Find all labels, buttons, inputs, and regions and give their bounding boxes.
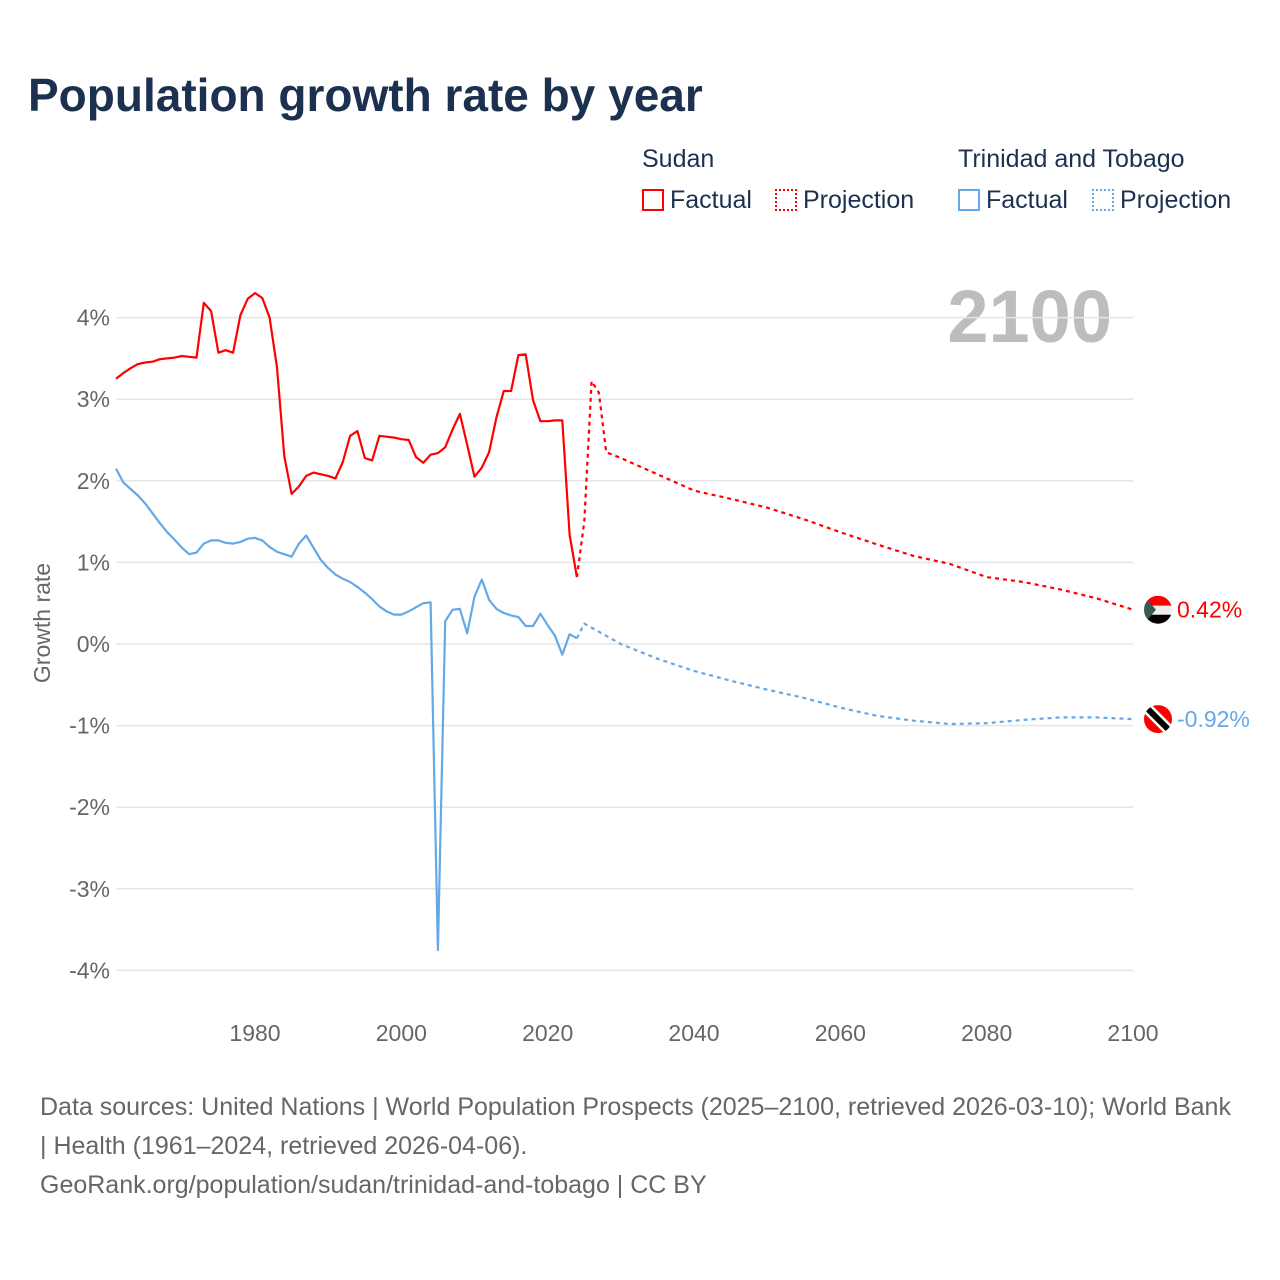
footer-sources: Data sources: United Nations | World Pop… (40, 1093, 1231, 1160)
y-tick-label: -1% (69, 713, 110, 739)
series-line-sudan-projection (575, 380, 1134, 611)
tt-end-label: -0.92% (1177, 706, 1250, 732)
series-line-trinidad-and-tobago-factual (115, 468, 578, 952)
footer: Data sources: United Nations | World Pop… (40, 1088, 1240, 1205)
legend-tt-factual[interactable]: Factual (958, 186, 1068, 215)
x-tick-label: 2080 (961, 1020, 1012, 1046)
footer-link[interactable]: GeoRank.org/population/sudan/trinidad-an… (40, 1171, 707, 1199)
x-tick-label: 2040 (668, 1020, 719, 1046)
y-tick-label: 1% (77, 549, 110, 575)
legend-label: Projection (1120, 186, 1232, 214)
legend-swatch-solid (642, 189, 664, 211)
page-title: Population growth rate by year (28, 69, 703, 121)
y-tick-label: 2% (77, 468, 110, 494)
x-tick-label: 2100 (1107, 1020, 1158, 1046)
y-axis-label: Growth rate (29, 563, 55, 683)
y-tick-label: -4% (69, 957, 110, 983)
legend-group-tt: Trinidad and Tobago (958, 145, 1185, 173)
legend-tt-projection[interactable]: Projection (1092, 186, 1231, 215)
legend-label: Factual (670, 186, 752, 214)
y-tick-label: 0% (77, 631, 110, 657)
x-tick-label: 2020 (522, 1020, 573, 1046)
y-tick-label: -2% (69, 794, 110, 820)
y-tick-label: 3% (77, 386, 110, 412)
sudan-end-label: 0.42% (1177, 597, 1242, 623)
x-tick-label: 2060 (815, 1020, 866, 1046)
series-line-sudan-factual (115, 292, 578, 578)
trinidad-flag-icon (1144, 705, 1172, 734)
legend-sudan-projection[interactable]: Projection (775, 186, 914, 215)
series-line-trinidad-and-tobago-projection (575, 622, 1134, 726)
sudan-flag-icon (1144, 595, 1172, 624)
legend-group-sudan: Sudan (642, 145, 715, 173)
x-tick-label: 2000 (376, 1020, 427, 1046)
legend-label: Factual (986, 186, 1068, 214)
legend-swatch-dotted (1092, 189, 1114, 211)
y-tick-label: 4% (77, 305, 110, 331)
x-tick-label: 1980 (229, 1020, 280, 1046)
y-tick-label: -3% (69, 876, 110, 902)
legend-swatch-dotted (775, 189, 797, 211)
legend-label: Projection (803, 186, 915, 214)
year-watermark: 2100 (947, 275, 1112, 358)
legend-swatch-solid (958, 189, 980, 211)
legend-sudan-factual[interactable]: Factual (642, 186, 752, 215)
